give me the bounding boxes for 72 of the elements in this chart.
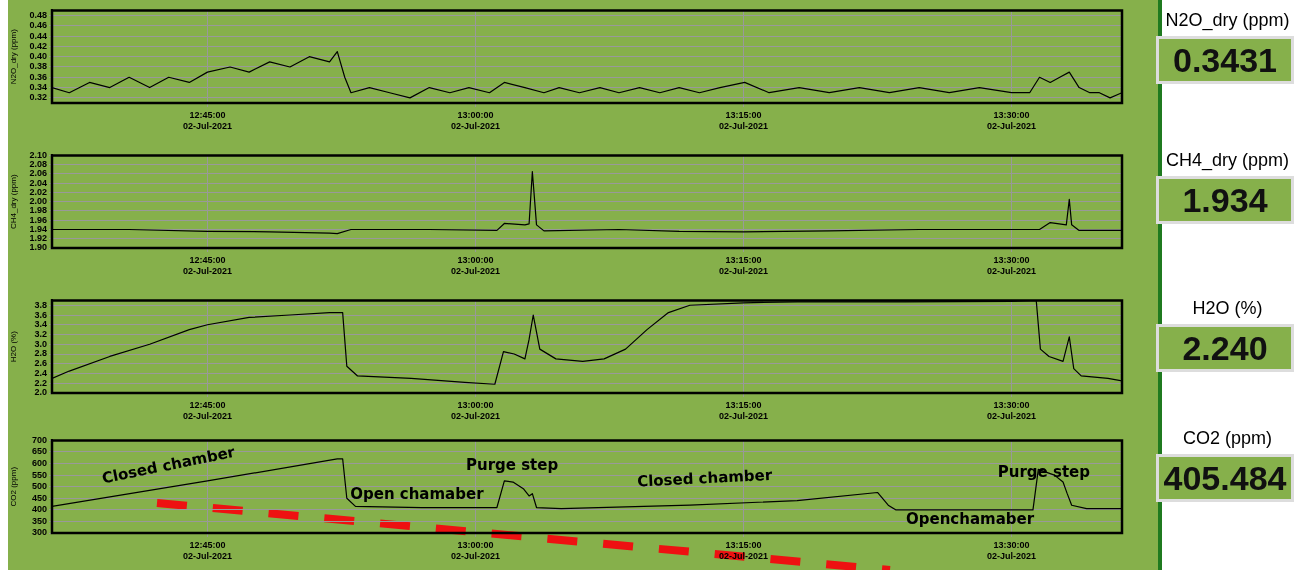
y-tick-label: 2.04: [29, 177, 47, 188]
x-tick-label: 13:00:00 02-Jul-2021: [450, 539, 500, 561]
y-tick-label: 2.00: [29, 196, 47, 207]
y-tick-label: 350: [31, 515, 47, 526]
y-tick-label: 500: [31, 481, 47, 492]
y-tick-label: 550: [31, 469, 47, 480]
text: CO2 (ppm): [1182, 428, 1273, 449]
y-tick-label: 1.92: [29, 233, 47, 244]
x-tick-label: 12:45:00 02-Jul-2021: [182, 109, 232, 131]
text: N2O_dry (ppm): [1164, 10, 1291, 31]
text: 405.484: [1156, 454, 1294, 502]
x-tick-label: 13:30:00 02-Jul-2021: [987, 254, 1037, 276]
text: 0.3431: [1156, 36, 1294, 84]
y-tick-label: 1.90: [29, 242, 47, 253]
annotation: Openchamaber: [906, 509, 1035, 528]
annotation: Closed chamber: [636, 465, 774, 491]
y-tick-label: 2.4: [34, 367, 47, 378]
y-axis-title: N2O_dry (ppm): [9, 28, 18, 85]
x-tick-label: 13:15:00 02-Jul-2021: [718, 109, 769, 131]
x-tick-label: 12:45:00 02-Jul-2021: [182, 254, 232, 276]
y-tick-label: 600: [31, 458, 47, 469]
y-tick-label: 2.0: [34, 387, 47, 398]
y-tick-label: 400: [31, 504, 47, 515]
y-tick-label: 0.46: [29, 20, 47, 31]
y-tick-label: 300: [31, 527, 47, 538]
y-axis-title: H2O (%): [9, 330, 18, 363]
y-tick-label: 2.10: [29, 149, 47, 160]
y-tick-label: 0.42: [29, 40, 47, 51]
annotation: Purge step: [997, 462, 1091, 481]
annotation: Purge step: [465, 456, 559, 475]
y-tick-label: 0.36: [29, 71, 47, 82]
text: 1.934: [1156, 176, 1294, 224]
x-tick-label: 13:15:00 02-Jul-2021: [718, 399, 769, 421]
text: H2O (%): [1191, 298, 1264, 319]
y-tick-label: 3.6: [34, 309, 47, 320]
x-tick-label: 13:00:00 02-Jul-2021: [450, 254, 500, 276]
x-tick-label: 12:45:00 02-Jul-2021: [182, 539, 232, 561]
y-axis-title: CH4_dry (ppm): [9, 174, 18, 230]
y-tick-label: 0.40: [29, 51, 47, 62]
y-tick-label: 0.48: [29, 10, 47, 21]
y-tick-label: 0.38: [29, 61, 47, 72]
y-tick-label: 700: [31, 434, 47, 445]
text: 2.240: [1156, 324, 1294, 372]
y-tick-label: 2.06: [29, 168, 47, 179]
y-tick-label: 1.96: [29, 214, 47, 225]
x-tick-label: 13:30:00 02-Jul-2021: [987, 539, 1037, 561]
y-tick-label: 1.94: [29, 223, 47, 234]
y-tick-label: 650: [31, 446, 47, 457]
y-tick-label: 0.34: [29, 82, 47, 93]
y-tick-label: 3.8: [34, 299, 47, 310]
y-tick-label: 450: [31, 492, 47, 503]
y-tick-label: 2.02: [29, 186, 47, 197]
y-tick-label: 3.0: [34, 338, 47, 349]
y-tick-label: 3.4: [34, 319, 47, 330]
y-tick-label: 3.2: [34, 329, 47, 339]
x-tick-label: 12:45:00 02-Jul-2021: [182, 399, 232, 421]
y-tick-label: 2.8: [34, 348, 47, 359]
x-tick-label: 13:30:00 02-Jul-2021: [987, 109, 1037, 131]
y-axis-title: CO2 (ppm): [9, 466, 18, 507]
annotation: Open chamaber: [350, 484, 485, 503]
y-tick-label: 2.6: [34, 358, 47, 369]
y-tick-label: 1.98: [29, 205, 47, 216]
y-tick-label: 2.2: [34, 377, 47, 388]
x-tick-label: 13:00:00 02-Jul-2021: [450, 399, 500, 421]
x-tick-label: 13:00:00 02-Jul-2021: [450, 109, 500, 131]
x-tick-label: 13:30:00 02-Jul-2021: [987, 399, 1037, 421]
y-tick-label: 0.44: [29, 30, 47, 41]
y-tick-label: 2.08: [29, 159, 47, 170]
text: CH4_dry (ppm): [1165, 150, 1290, 171]
x-tick-label: 13:15:00 02-Jul-2021: [718, 254, 769, 276]
y-tick-label: 0.32: [29, 92, 47, 103]
annotation: Closed chamber: [100, 442, 238, 488]
